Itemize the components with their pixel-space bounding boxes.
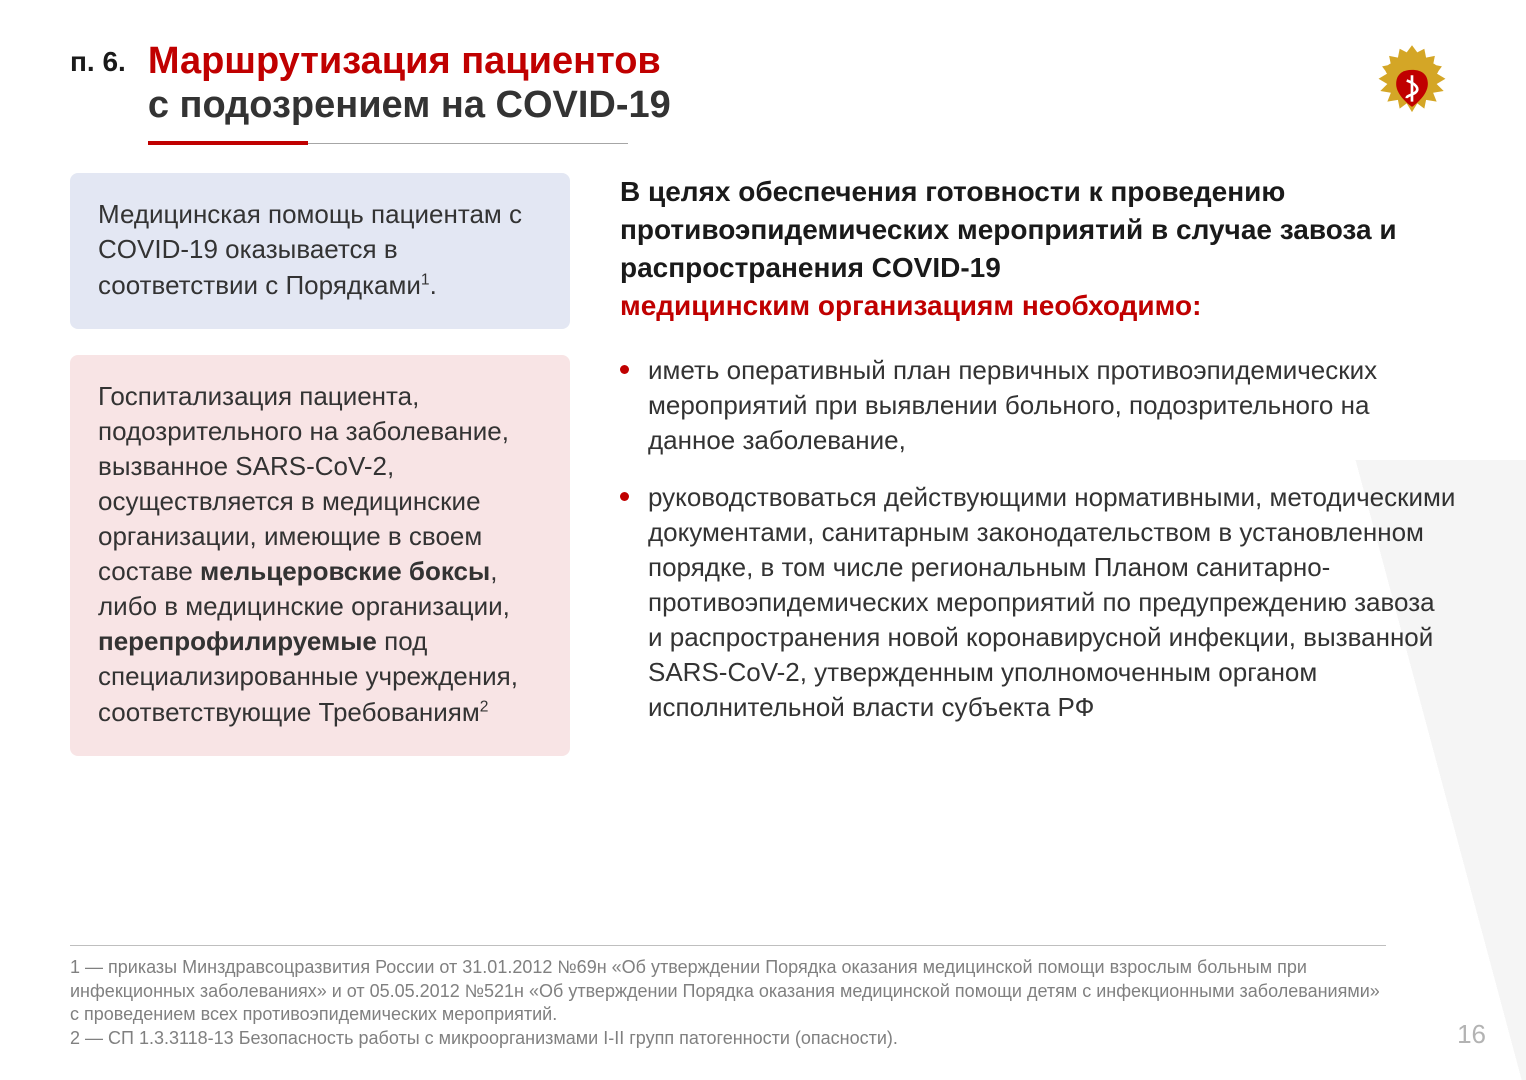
footnotes: 1 — приказы Минздравсоцразвития России о…: [70, 945, 1386, 1050]
header: п. 6. Маршрутизация пациентов с подозрен…: [70, 40, 1456, 173]
left-column: Медицинская помощь пациентам с COVID-19 …: [70, 173, 570, 755]
title-rule: [148, 141, 628, 145]
lead-paragraph: В целях обеспечения готовности к проведе…: [620, 173, 1456, 324]
footnote: 1 — приказы Минздравсоцразвития России о…: [70, 956, 1386, 1026]
content-columns: Медицинская помощь пациентам с COVID-19 …: [70, 173, 1456, 755]
title-block: Маршрутизация пациентов с подозрением на…: [148, 40, 1346, 173]
callout-box-blue: Медицинская помощь пациентам с COVID-19 …: [70, 173, 570, 328]
page-number: 16: [1457, 1019, 1486, 1050]
lead-accent: медицинским организациям необходимо:: [620, 290, 1201, 321]
right-column: В целях обеспечения готовности к проведе…: [620, 173, 1456, 755]
callout-box-pink: Госпитализация пациента, подозрительного…: [70, 355, 570, 756]
bullet-item: руководствоваться действующими нормативн…: [620, 480, 1456, 726]
slide: п. 6. Маршрутизация пациентов с подозрен…: [0, 0, 1526, 1080]
lead-text: В целях обеспечения готовности к проведе…: [620, 176, 1397, 283]
footnote: 2 — СП 1.3.3118-13 Безопасность работы с…: [70, 1027, 1386, 1050]
bullet-list: иметь оперативный план первичных противо…: [620, 353, 1456, 726]
section-number: п. 6.: [70, 40, 126, 78]
title-line-1: Маршрутизация пациентов: [148, 40, 1346, 84]
minzdrav-emblem-icon: [1368, 40, 1456, 128]
bullet-item: иметь оперативный план первичных противо…: [620, 353, 1456, 458]
title-line-2: с подозрением на COVID-19: [148, 84, 1346, 128]
